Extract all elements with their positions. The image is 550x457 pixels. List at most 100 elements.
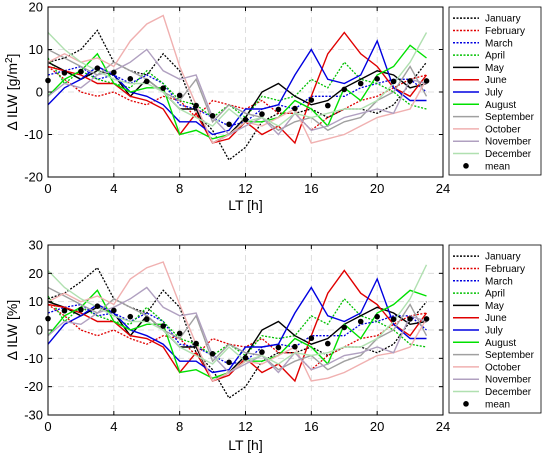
mean-point bbox=[374, 76, 380, 82]
series-line-march bbox=[47, 65, 427, 127]
x-tick-label: 16 bbox=[304, 419, 318, 434]
series-line-november bbox=[47, 48, 427, 136]
legend-label: September bbox=[485, 350, 535, 361]
mean-point bbox=[193, 102, 199, 109]
x-axis-label: LT [h] bbox=[228, 197, 263, 213]
chart-panel-1: 0 4 8 12 16 20 24 -20 -10 0 10 20 LT [h] Δ ILW [g/m2]… bbox=[4, 0, 542, 213]
y-tick-label: 10 bbox=[29, 42, 43, 57]
mean-point bbox=[209, 351, 216, 357]
legend-marker bbox=[463, 401, 469, 407]
legend-label: September bbox=[485, 112, 535, 123]
legend-item: November bbox=[453, 137, 532, 148]
mean-point bbox=[292, 343, 298, 350]
series-line-january bbox=[47, 266, 428, 399]
legend-label: November bbox=[485, 375, 532, 386]
legend-item: mean bbox=[463, 161, 510, 172]
x-tick-label: 16 bbox=[304, 181, 318, 196]
y-tick-label: -20 bbox=[24, 379, 43, 394]
x-tick-label: 20 bbox=[370, 181, 384, 196]
legend-item: March bbox=[453, 276, 513, 287]
mean-point bbox=[160, 323, 167, 329]
legend-label: August bbox=[485, 100, 516, 111]
chart-panel-2: 0 4 8 12 16 20 24 -30 -20 -10 0 10 20 30 LT [h] Δ ILW [… bbox=[4, 238, 542, 453]
legend-label: August bbox=[485, 338, 516, 349]
legend-label: April bbox=[485, 289, 505, 300]
legend-label: January bbox=[485, 252, 521, 263]
x-tick-label: 20 bbox=[370, 419, 384, 434]
series-line-january bbox=[47, 29, 428, 161]
grid-lines bbox=[48, 245, 443, 415]
mean-point bbox=[308, 335, 315, 342]
x-tick-label: 4 bbox=[110, 181, 117, 196]
legend-label: April bbox=[485, 51, 505, 62]
series-line-october bbox=[47, 261, 428, 382]
legend-item: February bbox=[453, 26, 525, 37]
grid-lines bbox=[48, 7, 443, 177]
mean-point bbox=[209, 113, 216, 119]
mean-point bbox=[242, 354, 249, 361]
legend-item: February bbox=[453, 264, 525, 275]
legend-label: January bbox=[485, 14, 521, 25]
series-group bbox=[45, 261, 430, 399]
mean-point bbox=[94, 303, 101, 310]
series-line-august bbox=[47, 289, 427, 379]
mean-point bbox=[160, 85, 167, 91]
x-tick-label: 12 bbox=[238, 181, 252, 196]
mean-point bbox=[407, 78, 413, 84]
legend-label: December bbox=[485, 387, 532, 398]
series-line-april bbox=[47, 295, 427, 357]
series-line-july bbox=[47, 39, 427, 136]
legend-label: July bbox=[485, 88, 503, 99]
mean-point bbox=[193, 340, 199, 347]
mean-point bbox=[259, 349, 265, 355]
mean-point bbox=[275, 106, 282, 113]
legend-label: February bbox=[485, 264, 525, 275]
mean-point bbox=[61, 307, 68, 314]
mean-point bbox=[275, 344, 282, 351]
mean-point bbox=[226, 121, 232, 128]
series-group bbox=[45, 14, 430, 161]
x-tick-label: 0 bbox=[44, 419, 51, 434]
legend-label: October bbox=[485, 124, 521, 135]
mean-point bbox=[390, 316, 397, 323]
mean-point bbox=[324, 102, 331, 109]
mean-point bbox=[292, 105, 298, 112]
legend-item: March bbox=[453, 38, 513, 49]
mean-point bbox=[61, 70, 68, 76]
mean-point bbox=[176, 92, 183, 99]
mean-point bbox=[259, 111, 265, 117]
legend-item: September bbox=[453, 350, 535, 361]
legend-item: October bbox=[453, 362, 521, 373]
series-line-april bbox=[47, 57, 427, 119]
legend-item: September bbox=[453, 112, 535, 123]
series-markers-mean bbox=[45, 65, 430, 128]
y-tick-label: -30 bbox=[24, 408, 43, 423]
legend-item: July bbox=[453, 326, 503, 337]
legend-item: November bbox=[453, 375, 532, 386]
legend-item: January bbox=[453, 14, 521, 25]
x-tick-label: 4 bbox=[110, 419, 117, 434]
legend-item: mean bbox=[463, 399, 510, 410]
y-tick-label: 10 bbox=[29, 294, 43, 309]
mean-point bbox=[143, 78, 150, 85]
series-line-december bbox=[47, 32, 428, 127]
mean-point bbox=[176, 330, 183, 337]
series-line-march bbox=[47, 303, 427, 365]
legend-label: May bbox=[485, 63, 504, 74]
legend-label: July bbox=[485, 326, 503, 337]
series-line-may bbox=[47, 301, 427, 382]
mean-point bbox=[308, 97, 315, 103]
legend-label: June bbox=[485, 313, 507, 324]
y-axis-label: Δ ILW [%] bbox=[4, 300, 20, 360]
legend-item: May bbox=[453, 301, 504, 312]
mean-point bbox=[357, 80, 364, 87]
legend-label: March bbox=[485, 276, 513, 287]
y-tick-label: 20 bbox=[29, 0, 43, 15]
legend-label: October bbox=[485, 362, 521, 373]
series-line-october bbox=[47, 14, 428, 144]
legend-label: November bbox=[485, 137, 532, 148]
legend-item: October bbox=[453, 124, 521, 135]
series-line-december bbox=[47, 264, 428, 365]
x-tick-label: 24 bbox=[436, 181, 450, 196]
x-axis-label: LT [h] bbox=[228, 437, 263, 453]
